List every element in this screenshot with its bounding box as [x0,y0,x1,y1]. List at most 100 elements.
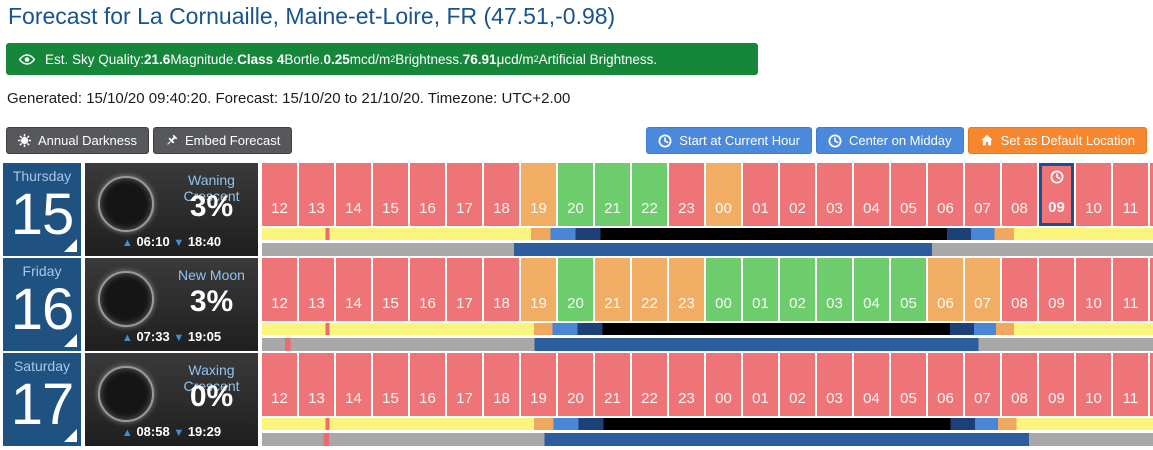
hour-cell[interactable]: 23 [669,258,704,321]
hour-cell[interactable]: 03 [817,258,852,321]
hour-cell[interactable]: 18 [484,258,519,321]
hour-cell[interactable]: 01 [743,163,778,226]
sky-banner-segment: Bortle. [284,51,324,67]
hour-cell[interactable]: 01 [743,258,778,321]
hour-cell[interactable]: 23 [669,163,704,226]
sky-banner-segment: Brightness. [395,51,463,67]
hour-cell[interactable]: 16 [410,163,445,226]
hour-cell[interactable]: 02 [780,353,815,416]
sky-banner-segment: Magnitude. [170,51,238,67]
hour-cell[interactable]: 08 [1002,353,1037,416]
hour-cell[interactable]: 20 [558,258,593,321]
hour-cell[interactable]: 18 [484,353,519,416]
hour-cell[interactable]: 11 [1113,353,1148,416]
hour-cell[interactable]: 00 [706,163,741,226]
hour-cell[interactable]: 11 [1113,258,1148,321]
clock-icon [828,134,842,148]
hour-cell[interactable]: 22 [632,353,667,416]
hour-cell[interactable]: 02 [780,163,815,226]
hour-cell[interactable]: 13 [299,258,334,321]
hour-cell[interactable]: 12 [262,258,297,321]
hour-cell[interactable]: 22 [632,258,667,321]
hour-cell[interactable]: 19 [521,353,556,416]
hour-cell[interactable]: 19 [521,163,556,226]
embed-forecast-button[interactable]: Embed Forecast [153,127,293,154]
hour-label: 22 [641,295,658,312]
hour-cell[interactable]: 22 [632,163,667,226]
hour-cell[interactable]: 12 [262,353,297,416]
hour-label: 16 [419,390,436,407]
hour-cell[interactable]: 18 [484,163,519,226]
hour-cell[interactable]: 00 [706,353,741,416]
hour-cell[interactable] [1150,163,1153,226]
hour-cell[interactable] [1150,353,1153,416]
hour-cell[interactable]: 06 [928,353,963,416]
hour-cell[interactable]: 11 [1113,163,1148,226]
start-current-hour-button[interactable]: Start at Current Hour [646,127,812,154]
hour-cell[interactable]: 03 [817,163,852,226]
hour-cell[interactable]: 16 [410,353,445,416]
hour-label: 15 [382,390,399,407]
hour-cell[interactable]: 14 [336,258,371,321]
hour-cell[interactable]: 06 [928,258,963,321]
hour-cell[interactable]: 19 [521,258,556,321]
hour-cell[interactable]: 09 [1039,353,1074,416]
hour-cell[interactable]: 07 [965,163,1000,226]
moonset-time: 19:05 [187,329,222,344]
hour-cell[interactable]: 10 [1076,258,1111,321]
day-box-saturday[interactable]: Saturday 17 [3,353,81,446]
hour-cell[interactable]: 07 [965,353,1000,416]
moonset-time: 19:29 [187,424,222,439]
day-box-friday[interactable]: Friday 16 [3,258,81,351]
hour-cell[interactable]: 05 [891,163,926,226]
hour-cell[interactable]: 21 [595,163,630,226]
hour-cell[interactable]: 15 [373,163,408,226]
hour-cell[interactable]: 08 [1002,163,1037,226]
moonset-down-triangle-icon: ▼ [173,332,185,344]
hour-cell[interactable]: 06 [928,163,963,226]
hour-cell[interactable]: 21 [595,258,630,321]
day-box-thursday[interactable]: Thursday 15 [3,163,81,256]
hour-label: 23 [678,295,695,312]
hour-cell[interactable]: 10 [1076,163,1111,226]
center-on-midday-button[interactable]: Center on Midday [815,127,964,154]
hour-cell[interactable]: 14 [336,163,371,226]
hour-cell[interactable]: 15 [373,353,408,416]
hour-cell[interactable]: 17 [447,353,482,416]
hour-cell[interactable]: 02 [780,258,815,321]
hour-cell[interactable]: 16 [410,258,445,321]
hour-cell[interactable]: 12 [262,163,297,226]
hour-cell[interactable]: 10 [1076,353,1111,416]
toolbar-right-group: Start at Current Hour Center on Midday Set… [646,127,1147,154]
hour-strip: 12 13 14 15 16 17 18 19 20 21 22 23 00 01 02 03 04 05 06 07… [262,353,1153,446]
hour-cell-current[interactable]: 09 [1039,163,1074,226]
hour-cell[interactable]: 20 [558,353,593,416]
hour-cell[interactable]: 21 [595,353,630,416]
hour-cell[interactable]: 17 [447,163,482,226]
hour-cell[interactable]: 05 [891,258,926,321]
hour-cells: 12 13 14 15 16 17 18 19 20 21 22 23 00 01 02 03 04 05 06 07… [262,258,1153,321]
hour-label: 21 [604,295,621,312]
hour-cell[interactable]: 04 [854,163,889,226]
hour-cell[interactable]: 03 [817,353,852,416]
hour-cell[interactable]: 14 [336,353,371,416]
hour-cell[interactable] [1150,258,1153,321]
hour-cell[interactable]: 00 [706,258,741,321]
hour-cell[interactable]: 04 [854,258,889,321]
hour-cell[interactable]: 13 [299,353,334,416]
hour-cell[interactable]: 07 [965,258,1000,321]
hour-cell[interactable]: 09 [1039,258,1074,321]
hour-cell[interactable]: 05 [891,353,926,416]
set-default-location-button[interactable]: Set as Default Location [967,127,1147,154]
hour-cell[interactable]: 15 [373,258,408,321]
hour-label: 20 [567,295,584,312]
hour-cell[interactable]: 20 [558,163,593,226]
hour-cell[interactable]: 04 [854,353,889,416]
hour-cell[interactable]: 13 [299,163,334,226]
annual-darkness-button[interactable]: Annual Darkness [6,127,149,154]
hour-cell[interactable]: 01 [743,353,778,416]
hour-cell[interactable]: 08 [1002,258,1037,321]
hour-cell[interactable]: 17 [447,258,482,321]
hour-cell[interactable]: 23 [669,353,704,416]
sky-banner-segment: 2 [390,54,396,64]
